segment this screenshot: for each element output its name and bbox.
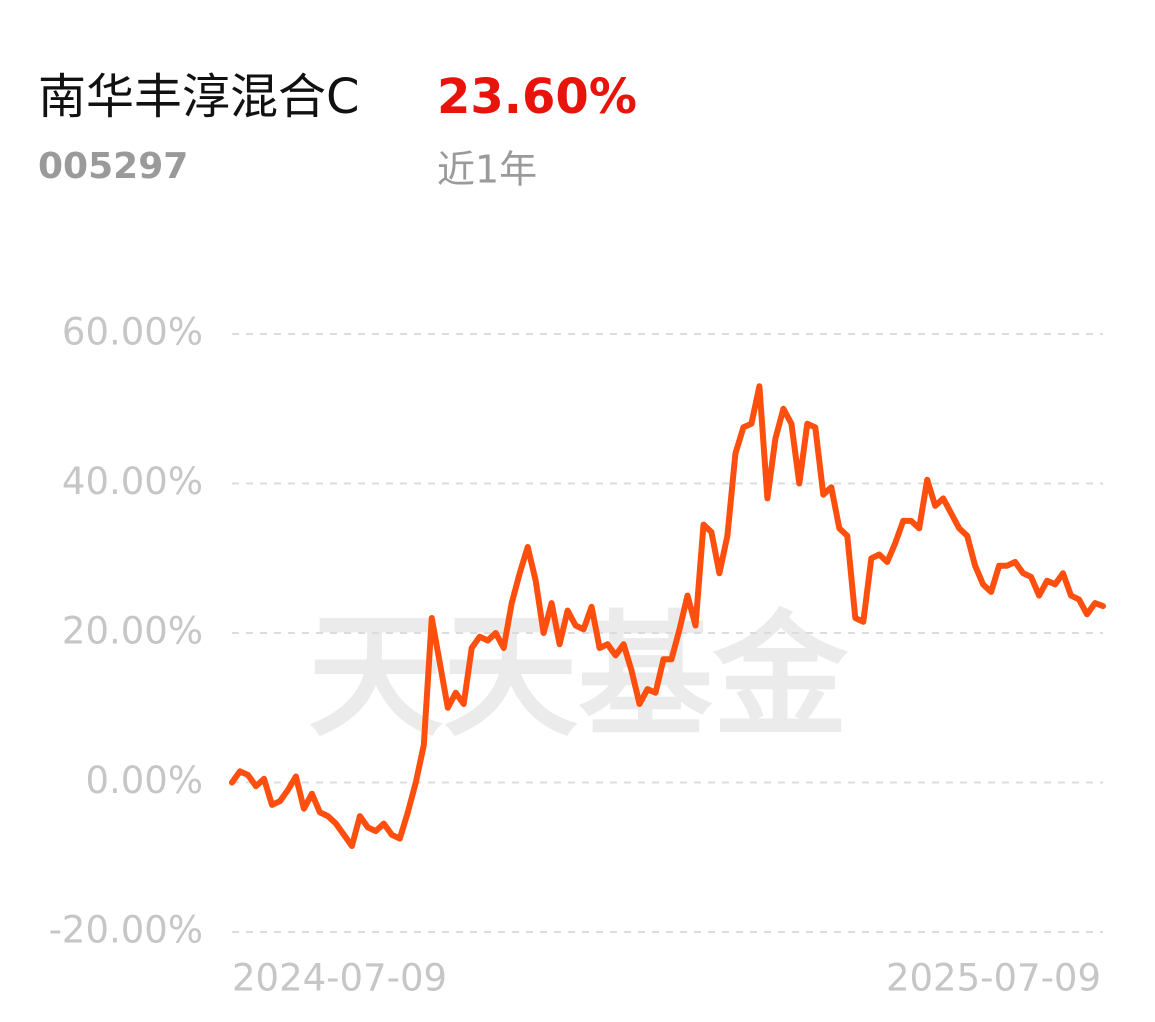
y-tick-label: 60.00% — [62, 311, 203, 354]
return: 23.60% — [437, 69, 637, 125]
x-tick-label: 2024-07-09 — [232, 957, 447, 1000]
y-tick-label: 0.00% — [85, 759, 203, 802]
x-tick-label: 2025-07-09 — [886, 957, 1101, 1000]
watermark: 天天基金 — [308, 596, 849, 755]
y-tick-label: -20.00% — [49, 909, 203, 952]
line — [229, 383, 1106, 849]
fund-name: 南华丰淳混合C — [38, 69, 360, 125]
fund-code: 005297 — [38, 146, 188, 187]
y-tick-label: 40.00% — [62, 460, 203, 503]
y-tick-label: 20.00% — [62, 610, 203, 653]
period: 近1年 — [437, 148, 537, 192]
